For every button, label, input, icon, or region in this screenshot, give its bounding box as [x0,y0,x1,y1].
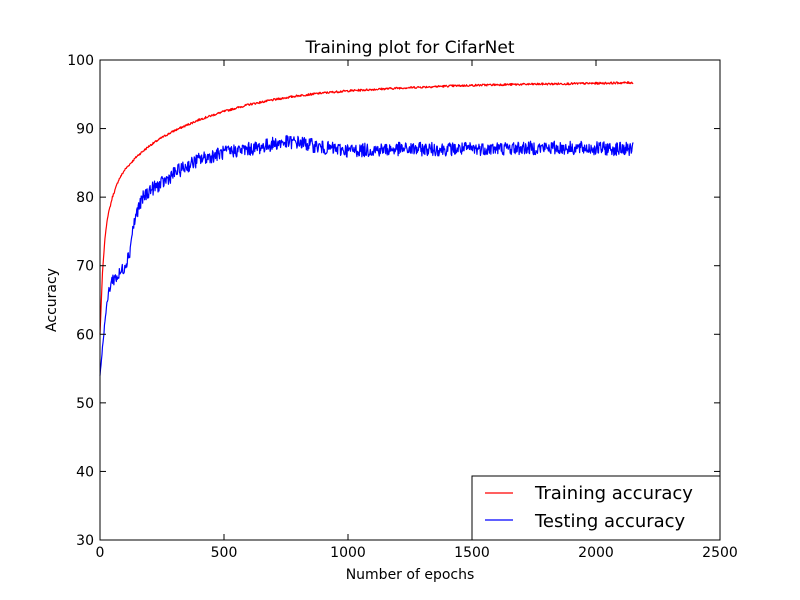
x-axis-label: Number of epochs [346,567,475,583]
x-tick-label: 0 [96,545,105,561]
x-tick-label: 1000 [330,545,366,561]
chart-title: Training plot for CifarNet [304,38,514,58]
plot-frame [99,59,721,541]
legend-label-testing: Testing accuracy [534,511,686,532]
x-tick-label: 2500 [702,545,738,561]
x-tick-label: 1500 [454,545,490,561]
y-tick-label: 30 [76,533,94,549]
y-tick-label: 100 [67,53,94,69]
legend-box [471,475,721,541]
legend-label-training: Training accuracy [534,483,693,504]
y-tick-label: 80 [76,190,94,206]
series-layer [99,81,634,376]
series-line-training [99,81,634,335]
y-axis-label: Accuracy [44,268,60,332]
y-tick-label: 50 [76,396,94,412]
legend: Training accuracy Testing accuracy [471,475,721,541]
x-tick-label: 500 [211,545,238,561]
y-tick-label: 60 [76,327,94,343]
y-tick-label: 70 [76,259,94,275]
x-tick-label: 2000 [578,545,614,561]
series-line-testing [99,134,634,376]
y-tick-label: 90 [76,122,94,138]
ticks-layer: 0 500 1000 1500 2000 2500 30 40 50 60 70 80 90 100 [67,53,738,561]
y-tick-label: 40 [76,464,94,480]
